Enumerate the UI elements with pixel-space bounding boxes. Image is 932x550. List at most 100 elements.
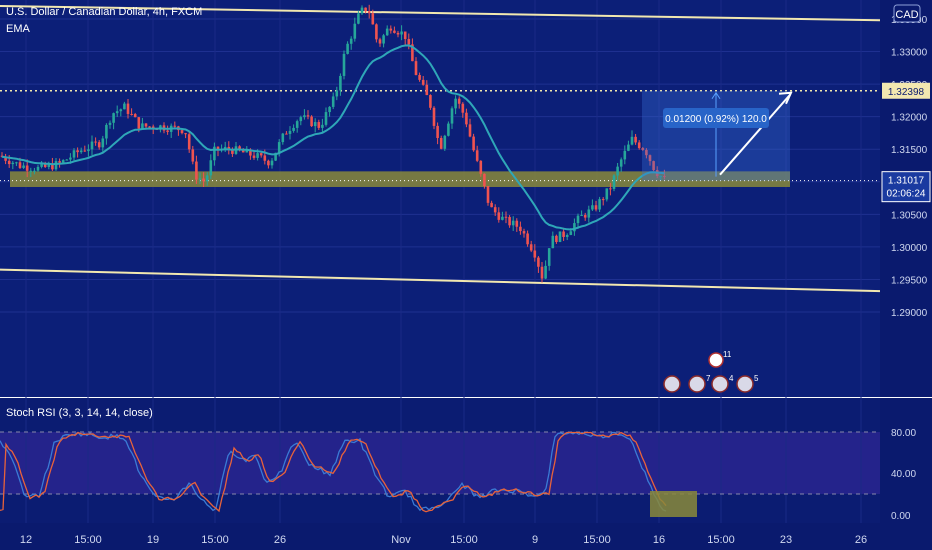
candle-body (450, 108, 454, 124)
price-tick-label: 1.30000 (891, 243, 928, 254)
event-count: 11 (723, 350, 732, 359)
candle-body (7, 160, 11, 165)
candle-body (90, 141, 94, 150)
candle-body (11, 162, 15, 165)
rsi-tick-label: 0.00 (891, 511, 911, 522)
rsi-band (0, 432, 880, 494)
candle-body (663, 176, 666, 178)
price-tick-label: 1.30500 (891, 210, 928, 221)
candle-body (112, 113, 115, 123)
candle-body (40, 163, 43, 167)
time-tick-label: 15:00 (201, 534, 229, 546)
candle-body (97, 142, 101, 148)
candle-body (306, 115, 310, 117)
candle-body (137, 117, 141, 129)
candle-body (25, 165, 29, 171)
candle-body (43, 163, 47, 167)
candle-body (205, 175, 209, 182)
candle-body (259, 153, 263, 156)
candle-body (227, 146, 231, 150)
price-tick-label: 1.33000 (891, 48, 928, 59)
candle-body (184, 133, 187, 135)
candle-body (454, 98, 457, 109)
candle-body (231, 149, 234, 154)
target-price-label: 1.32398 (888, 87, 925, 98)
currency-badge-bg[interactable] (893, 4, 921, 23)
candle-body (612, 175, 616, 189)
candle-body (245, 149, 249, 153)
candle-body (4, 156, 7, 161)
candle-body (385, 28, 389, 36)
candle-body (616, 166, 619, 176)
candle-body (493, 207, 497, 213)
symbol-title[interactable]: U.S. Dollar / Canadian Dollar, 4h, FXCM (6, 6, 202, 18)
channel-lower-line (0, 268, 881, 293)
candle-body (641, 148, 645, 150)
candle-body (382, 35, 385, 44)
candle-body (580, 215, 583, 217)
price-tick-label: 1.31500 (891, 145, 928, 156)
candle-body (187, 134, 191, 150)
candle-body (411, 44, 414, 62)
candle-body (72, 150, 76, 158)
candle-body (328, 106, 331, 113)
candle-body (108, 122, 112, 125)
currency-badge[interactable]: CAD (895, 9, 918, 21)
candle-body (508, 217, 511, 226)
candle-body (483, 173, 486, 187)
candle-body (339, 75, 342, 91)
candle-body (321, 124, 324, 128)
candle-body (594, 205, 598, 210)
ema-legend[interactable]: EMA (6, 23, 31, 35)
candle-body (537, 257, 540, 267)
candle-body (198, 178, 202, 180)
event-count: 4 (729, 374, 734, 383)
candle-body (637, 142, 641, 149)
stoch-k-line (0, 431, 667, 512)
candle-body (288, 130, 292, 134)
candle-body (252, 155, 256, 158)
time-tick-label: 15:00 (450, 534, 478, 546)
candle-body (439, 137, 443, 149)
candle-body (29, 170, 33, 172)
candle-body (94, 141, 97, 143)
candle-body (213, 146, 216, 161)
candle-body (47, 163, 51, 167)
candle-body (303, 115, 306, 118)
target-price-tag (882, 82, 930, 99)
candle-body (547, 248, 551, 266)
event-flag-icon (688, 375, 706, 393)
candle-body (331, 96, 335, 107)
candle-body (58, 161, 61, 163)
candle-body (119, 109, 123, 112)
event-count: 5 (754, 374, 759, 383)
candle-body (317, 122, 321, 128)
candle-body (101, 138, 105, 148)
candle-body (281, 133, 285, 143)
candle-body (130, 113, 133, 115)
candle-body (403, 31, 407, 40)
candle-body (349, 38, 353, 44)
candle-body (619, 159, 623, 167)
candle-body (587, 209, 591, 218)
candle-body (569, 231, 573, 235)
candle-body (465, 112, 468, 125)
candle-body (367, 11, 371, 14)
stoch-rsi-legend[interactable]: Stoch RSI (3, 3, 14, 14, close) (6, 407, 153, 419)
event-flag-icon (663, 375, 681, 393)
candle-body (360, 7, 364, 14)
candle-body (583, 215, 587, 218)
candle-body (421, 79, 425, 85)
candle-body (519, 226, 522, 232)
current-price-label: 1.31017 (888, 176, 925, 187)
price-tick-label: 1.32000 (891, 113, 928, 124)
candle-body (472, 136, 475, 151)
candle-body (342, 53, 346, 76)
candle-body (295, 121, 299, 128)
candle-body (605, 188, 609, 200)
candle-body (15, 162, 18, 164)
candle-body (65, 159, 69, 161)
stoch-d-line (0, 431, 667, 513)
candle-body (223, 146, 227, 149)
